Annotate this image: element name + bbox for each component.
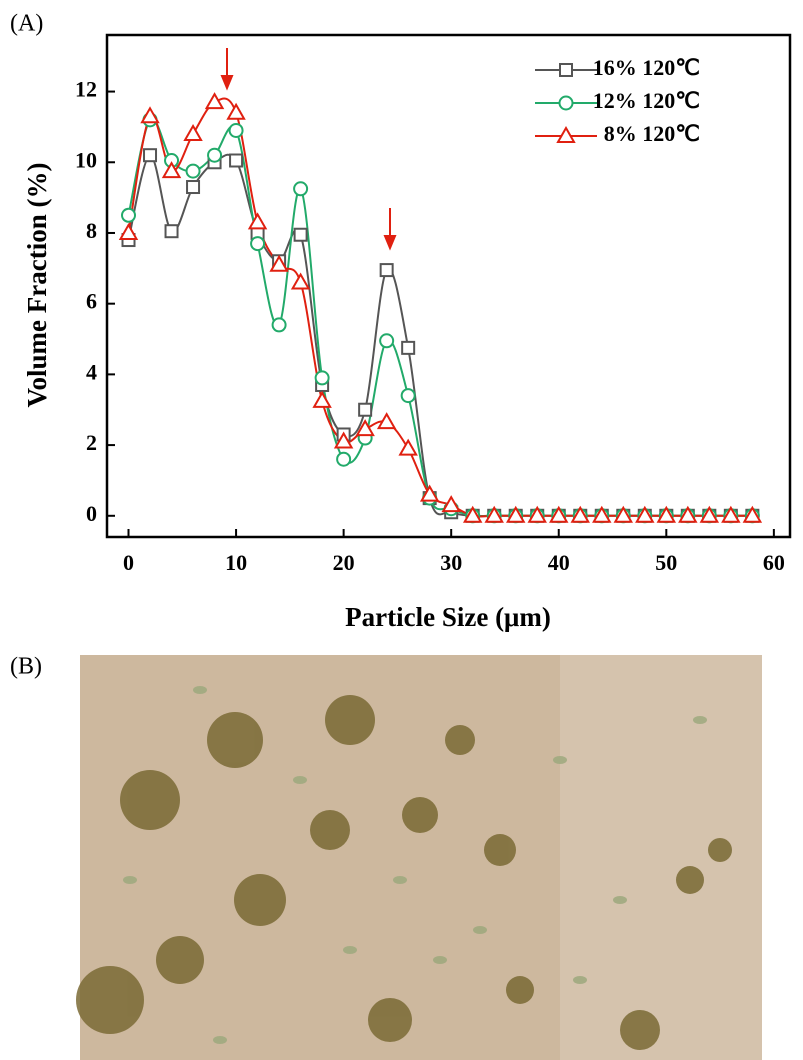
marker (121, 207, 137, 223)
marker (635, 505, 655, 523)
micrograph (76, 655, 762, 1060)
marker (721, 505, 741, 523)
x-tick-label: 60 (763, 550, 785, 575)
cell-clusters (76, 695, 732, 1050)
arrow-head (220, 75, 234, 91)
marker (143, 148, 158, 163)
marker (358, 402, 373, 417)
legend-label: 8% 120℃ (604, 121, 700, 146)
marker (398, 438, 418, 456)
marker (269, 254, 289, 272)
marker (207, 147, 223, 163)
marker (549, 505, 569, 523)
marker (186, 180, 201, 195)
y-tick-label: 4 (86, 359, 97, 384)
marker (204, 92, 225, 110)
marker (376, 412, 397, 430)
marker (613, 505, 634, 523)
arrow-head (383, 235, 397, 251)
y-tick-label: 12 (75, 77, 97, 102)
legend-label: 16% 120℃ (593, 55, 700, 80)
y-tick-label: 6 (86, 289, 97, 314)
marker (183, 123, 203, 141)
marker (441, 495, 461, 513)
y-tick-label: 2 (86, 430, 97, 455)
marker (699, 505, 720, 523)
marker (506, 505, 526, 523)
marker (401, 340, 416, 355)
cells (123, 686, 707, 1044)
marker (229, 153, 244, 168)
series-line (127, 117, 753, 518)
x-tick-label: 30 (440, 550, 462, 575)
plot-frame (105, 33, 792, 539)
y-tick-label: 0 (86, 501, 97, 526)
marker (592, 505, 612, 523)
marker (355, 419, 375, 437)
legend-label: 12% 120℃ (593, 88, 700, 113)
marker (400, 388, 416, 404)
marker (118, 222, 139, 240)
marker (271, 317, 287, 333)
marker (656, 505, 677, 523)
legend-marker (558, 95, 574, 111)
marker (161, 161, 182, 179)
legend-marker (559, 63, 573, 77)
marker (379, 333, 395, 349)
marker (226, 102, 246, 120)
marker (333, 431, 354, 449)
x-tick-label: 20 (333, 550, 355, 575)
x-tick-label: 50 (655, 550, 677, 575)
y-tick-label: 10 (75, 147, 97, 172)
marker (312, 390, 332, 408)
panel-label: (A) (10, 11, 43, 37)
legend-marker (556, 125, 576, 143)
panel-label: (B) (10, 654, 42, 680)
x-tick-label: 40 (548, 550, 570, 575)
y-axis-title: Volume Fraction (%) (22, 163, 52, 408)
marker (419, 484, 440, 502)
marker (742, 505, 763, 523)
marker (140, 106, 160, 124)
marker (290, 272, 311, 290)
arrows (220, 48, 397, 251)
marker (247, 212, 268, 230)
marker (185, 163, 201, 179)
marker (293, 227, 308, 242)
marker (678, 505, 698, 523)
marker (379, 263, 394, 278)
marker (314, 370, 330, 386)
series-line (127, 153, 753, 518)
marker (462, 505, 483, 523)
micrograph-light-area (560, 655, 762, 1060)
marker (484, 505, 504, 523)
marker (527, 505, 547, 523)
x-tick-label: 0 (123, 550, 134, 575)
marker (250, 236, 266, 252)
marker (336, 451, 352, 467)
x-axis-title: Particle Size (μm) (345, 602, 551, 632)
marker (570, 505, 590, 523)
y-tick-label: 8 (86, 218, 97, 243)
marker (228, 122, 244, 138)
marker (293, 181, 309, 197)
series-line (127, 97, 753, 518)
x-tick-label: 10 (225, 550, 247, 575)
marker (164, 224, 179, 239)
